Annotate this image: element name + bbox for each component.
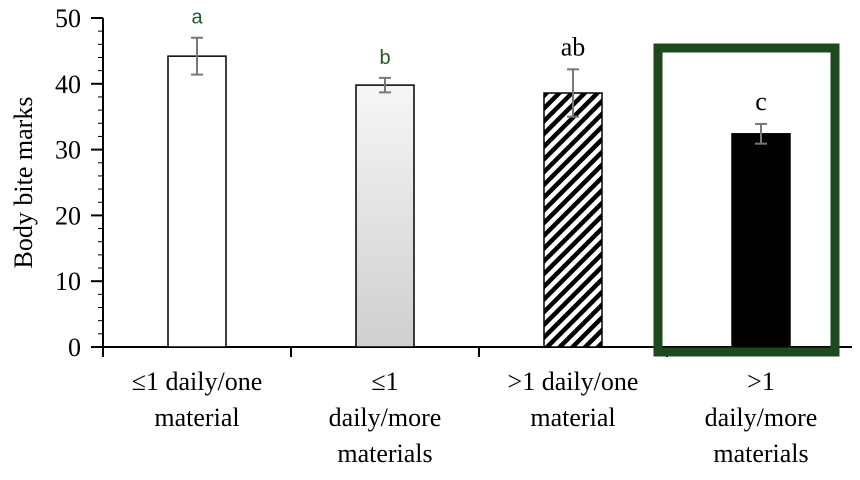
highlight-box xyxy=(653,43,840,357)
x-category-label: daily/more xyxy=(705,403,818,432)
bar xyxy=(355,84,415,348)
y-axis-label: Body bite marks xyxy=(9,97,38,269)
x-category-label: ≤1 daily/one xyxy=(132,367,263,396)
x-category-label: daily/more xyxy=(329,403,442,432)
bars xyxy=(167,36,791,348)
y-tick-label: 0 xyxy=(68,333,81,362)
x-category-label: >1 xyxy=(747,367,775,396)
labels: Body bite marks a ≤1 daily/one material b ≤1 d… xyxy=(9,7,817,468)
x-category-label: materials xyxy=(713,439,808,468)
bar xyxy=(543,92,603,348)
significance-letter: c xyxy=(755,87,767,116)
y-tick-label: 50 xyxy=(55,4,81,33)
bar xyxy=(167,55,227,348)
x-category-label: material xyxy=(154,403,239,432)
x-category-label: material xyxy=(530,403,615,432)
significance-letter: a xyxy=(191,7,203,29)
significance-letter: b xyxy=(379,47,390,69)
y-tick-label: 30 xyxy=(55,136,81,165)
bar xyxy=(731,133,791,348)
x-category-label: materials xyxy=(337,439,432,468)
y-tick-label: 40 xyxy=(55,70,81,99)
significance-letter: ab xyxy=(561,32,586,61)
y-tick-label: 10 xyxy=(55,267,81,296)
y-tick-label: 20 xyxy=(55,201,81,230)
axes: 0 10 20 30 40 50 xyxy=(55,4,852,362)
x-category-label: ≤1 xyxy=(371,367,398,396)
x-category-label: >1 daily/one xyxy=(508,367,639,396)
